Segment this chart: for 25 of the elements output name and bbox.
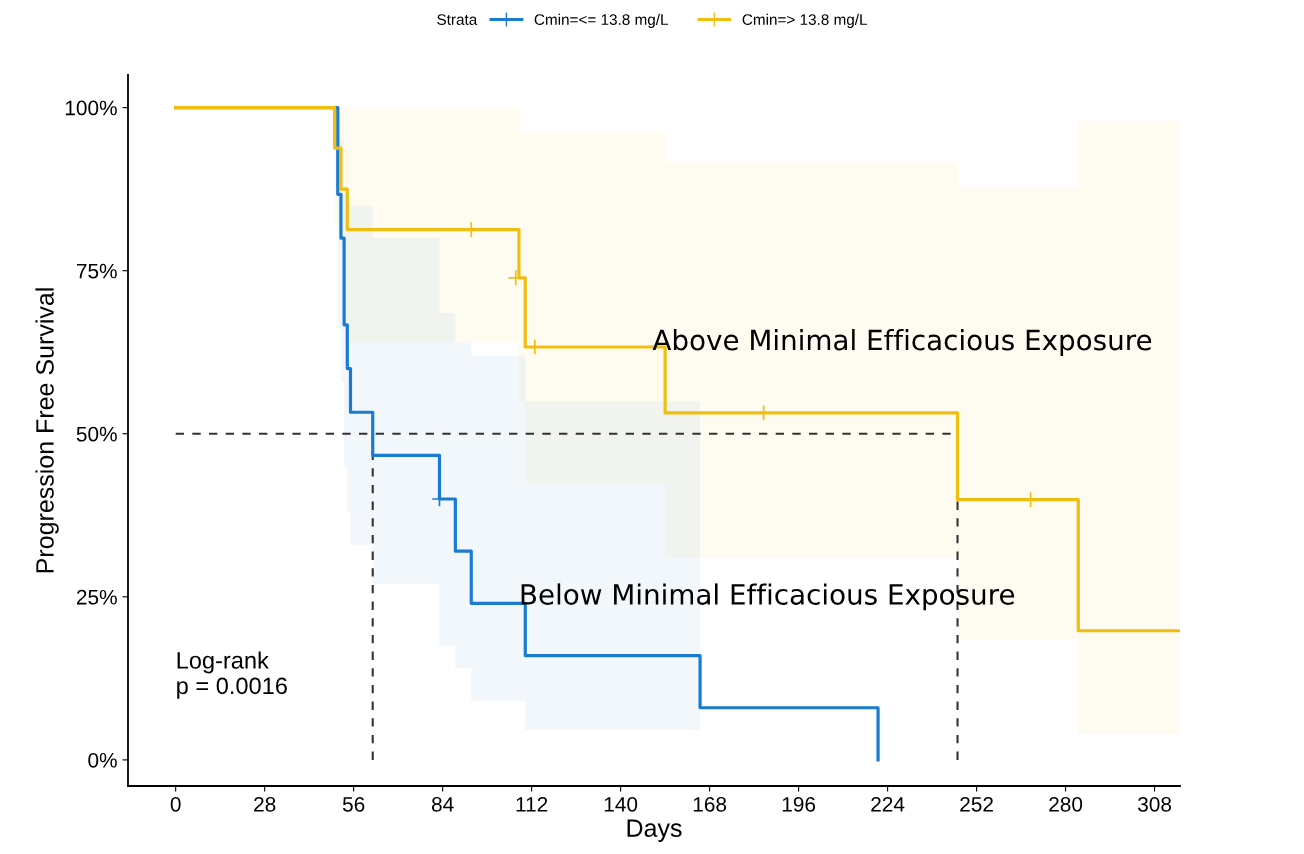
annotation: Log-rank p = 0.0016 bbox=[177, 651, 287, 699]
x-tick-label: 252 bbox=[960, 796, 993, 812]
x-tick-label: 196 bbox=[782, 796, 816, 812]
x-tick-label: 112 bbox=[516, 796, 548, 812]
x-tick-label: 280 bbox=[1049, 796, 1083, 812]
y-tick-label: 50% bbox=[76, 426, 117, 442]
annotation: Above Minimal Efficacious Exposure bbox=[652, 329, 1152, 356]
y-tick-label: 25% bbox=[76, 589, 117, 605]
y-tick-label: 100% bbox=[65, 100, 117, 116]
x-axis-title: Days bbox=[627, 819, 682, 842]
legend-label: Cmin=<= 13.8 mg/L bbox=[534, 13, 668, 28]
x-tick-label: 224 bbox=[871, 796, 905, 812]
y-tick-label: 0% bbox=[88, 752, 117, 768]
x-tick-label: 0 bbox=[170, 796, 181, 812]
y-axis-title: Progression Free Survival bbox=[35, 288, 59, 573]
x-tick-label: 56 bbox=[342, 796, 365, 812]
legend-title: Strata bbox=[437, 14, 478, 25]
x-tick-label: 168 bbox=[693, 796, 727, 812]
x-tick-label: 308 bbox=[1137, 796, 1172, 812]
x-tick-label: 84 bbox=[431, 796, 454, 812]
y-tick-label: 75% bbox=[76, 263, 117, 279]
annotation: Below Minimal Efficacious Exposure bbox=[521, 583, 1015, 611]
x-tick-label: 28 bbox=[254, 796, 276, 812]
x-tick-label: 140 bbox=[604, 796, 638, 812]
legend-label: Cmin=> 13.8 mg/L bbox=[742, 13, 868, 28]
